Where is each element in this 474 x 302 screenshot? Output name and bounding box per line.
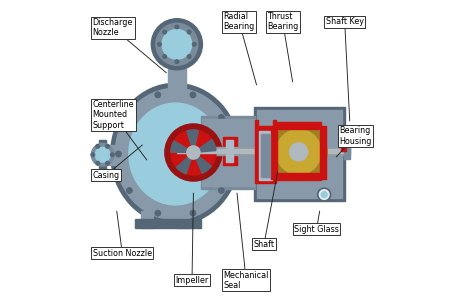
Circle shape [270,123,327,181]
FancyBboxPatch shape [344,147,350,159]
FancyBboxPatch shape [177,147,350,155]
Circle shape [163,30,166,34]
FancyBboxPatch shape [135,219,201,228]
Polygon shape [168,55,186,97]
FancyBboxPatch shape [271,126,277,179]
Wedge shape [176,153,193,174]
FancyBboxPatch shape [201,117,255,188]
Text: Impeller: Impeller [175,193,209,285]
Circle shape [110,153,114,156]
Text: Shaft: Shaft [254,172,278,249]
FancyBboxPatch shape [254,108,345,201]
FancyBboxPatch shape [256,111,342,198]
FancyBboxPatch shape [223,137,237,165]
FancyBboxPatch shape [100,140,106,169]
FancyBboxPatch shape [202,118,254,186]
Circle shape [187,30,191,34]
Circle shape [321,191,327,198]
Circle shape [96,161,100,165]
Text: Radial
Bearing: Radial Bearing [223,12,256,85]
Circle shape [127,115,132,120]
Circle shape [175,60,179,63]
Text: Sight Glass: Sight Glass [294,211,339,234]
Circle shape [158,43,161,46]
Wedge shape [187,130,199,153]
Circle shape [276,129,321,175]
Circle shape [155,210,161,216]
Circle shape [171,130,216,175]
Circle shape [106,144,109,148]
Ellipse shape [129,103,222,205]
FancyBboxPatch shape [259,131,272,180]
Text: Centerline
Mounted
Support: Centerline Mounted Support [93,100,147,160]
Ellipse shape [111,83,240,225]
Wedge shape [171,141,193,153]
Text: Thrust
Bearing: Thrust Bearing [267,12,298,82]
Circle shape [95,147,110,162]
Circle shape [187,55,191,58]
FancyBboxPatch shape [276,173,321,181]
Polygon shape [255,120,276,184]
Circle shape [165,124,222,181]
Wedge shape [193,140,216,153]
FancyBboxPatch shape [226,140,233,162]
FancyBboxPatch shape [105,145,133,165]
Circle shape [187,146,200,159]
Circle shape [319,190,329,199]
Circle shape [290,143,308,161]
Circle shape [318,188,331,201]
FancyBboxPatch shape [261,134,270,177]
FancyBboxPatch shape [276,122,321,129]
Circle shape [91,153,95,156]
Circle shape [190,210,196,216]
Circle shape [155,92,161,98]
Circle shape [163,55,166,58]
Circle shape [127,188,132,193]
Text: Suction Nozzle: Suction Nozzle [93,211,152,258]
Circle shape [219,188,224,193]
Circle shape [151,19,202,70]
Circle shape [190,92,196,98]
FancyBboxPatch shape [320,126,326,179]
Text: Casing: Casing [93,145,142,180]
Text: Shaft Key: Shaft Key [326,17,364,121]
FancyBboxPatch shape [341,145,346,151]
FancyBboxPatch shape [177,149,350,153]
Circle shape [91,143,114,166]
Text: Discharge
Nozzle: Discharge Nozzle [93,18,166,73]
Circle shape [156,23,198,65]
Circle shape [162,30,191,59]
Circle shape [116,151,121,157]
Circle shape [192,43,196,46]
Circle shape [229,151,235,157]
Text: Bearing
Housing: Bearing Housing [336,126,372,157]
Circle shape [106,161,109,165]
Circle shape [96,144,100,148]
FancyBboxPatch shape [141,211,153,228]
Circle shape [219,115,224,120]
FancyBboxPatch shape [177,211,189,228]
Ellipse shape [115,88,236,220]
Wedge shape [193,153,211,173]
Circle shape [175,25,179,29]
Text: Mechanical
Seal: Mechanical Seal [223,193,269,290]
